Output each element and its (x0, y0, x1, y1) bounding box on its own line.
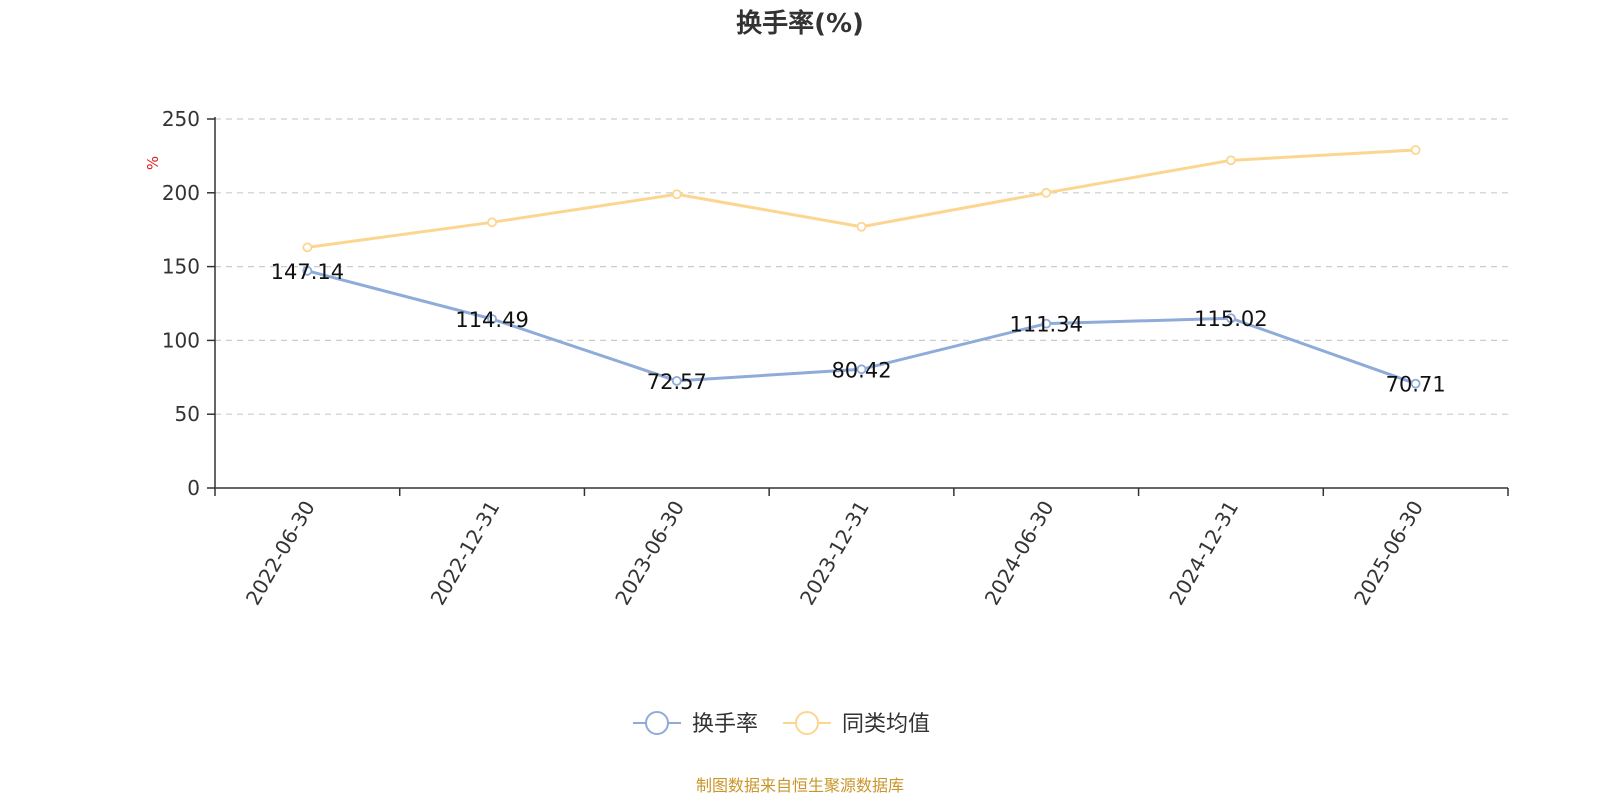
legend-item[interactable]: 同类均值 (783, 711, 930, 737)
legend-label: 换手率 (692, 712, 758, 737)
data-point (302, 242, 313, 253)
y-tick-label: 100 (162, 328, 200, 352)
data-point (1226, 155, 1236, 166)
source-note: 制图数据来自恒生聚源数据库 (696, 776, 904, 795)
y-axis-unit-label: % (144, 156, 162, 170)
x-tick-label: 2022-12-31 (425, 496, 504, 609)
data-point (1226, 313, 1236, 324)
legend[interactable]: 换手率 同类均值 (633, 711, 930, 737)
x-tick-label: 2024-12-31 (1164, 497, 1243, 610)
data-point (1410, 378, 1421, 389)
x-tick-label: 2023-06-30 (610, 497, 689, 610)
x-tick-label: 2024-06-30 (980, 497, 1059, 610)
data-label: 114.49 (455, 308, 528, 332)
data-point (671, 189, 682, 200)
legend-marker-icon (795, 711, 819, 735)
data-label: 147.14 (271, 260, 344, 284)
legend-marker-icon (645, 711, 669, 735)
data-label: 72.57 (647, 370, 707, 394)
y-tick-label: 0 (187, 476, 200, 500)
data-point (302, 265, 313, 276)
data-point (1410, 145, 1421, 155)
series-layer (302, 145, 1421, 389)
x-tick-label: 2025-06-30 (1349, 497, 1428, 610)
y-tick-label: 150 (162, 255, 200, 279)
series-line-peer-average (307, 148, 1416, 249)
data-point (1041, 318, 1052, 329)
data-point (671, 375, 682, 386)
data-label: 111.34 (1009, 313, 1082, 337)
y-tick-label: 250 (162, 107, 200, 131)
y-tick-label: 50 (175, 402, 200, 426)
data-label: 70.71 (1386, 373, 1446, 397)
data-point (856, 364, 867, 375)
y-tick-label: 200 (162, 181, 200, 205)
data-point (487, 217, 497, 228)
legend-label: 同类均值 (842, 712, 930, 737)
legend-item[interactable]: 换手率 (633, 711, 758, 737)
data-point (487, 314, 497, 324)
data-label: 80.42 (831, 358, 891, 382)
x-tick-label: 2023-12-31 (795, 497, 874, 610)
data-point (1041, 187, 1052, 198)
data-point (856, 221, 867, 232)
data-labels: 147.14 114.49 72.57 80.42 111.34 115.02 70.71 (271, 260, 1446, 397)
data-label: 115.02 (1194, 307, 1267, 331)
x-tick-label: 2022-06-30 (241, 497, 320, 610)
chart-title: 换手率(%) (736, 8, 864, 39)
